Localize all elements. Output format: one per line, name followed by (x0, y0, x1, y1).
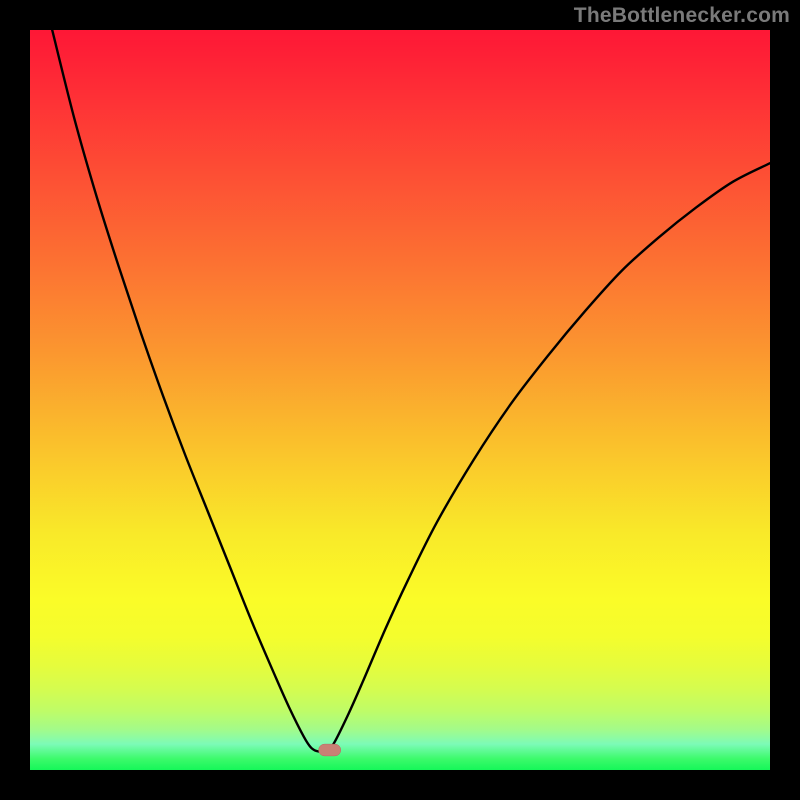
plot-area (30, 30, 770, 770)
plot-svg (30, 30, 770, 770)
watermark-text: TheBottlenecker.com (574, 4, 790, 28)
gradient-background (30, 30, 770, 770)
chart-container: TheBottlenecker.com (0, 0, 800, 800)
minimum-marker (319, 744, 341, 756)
